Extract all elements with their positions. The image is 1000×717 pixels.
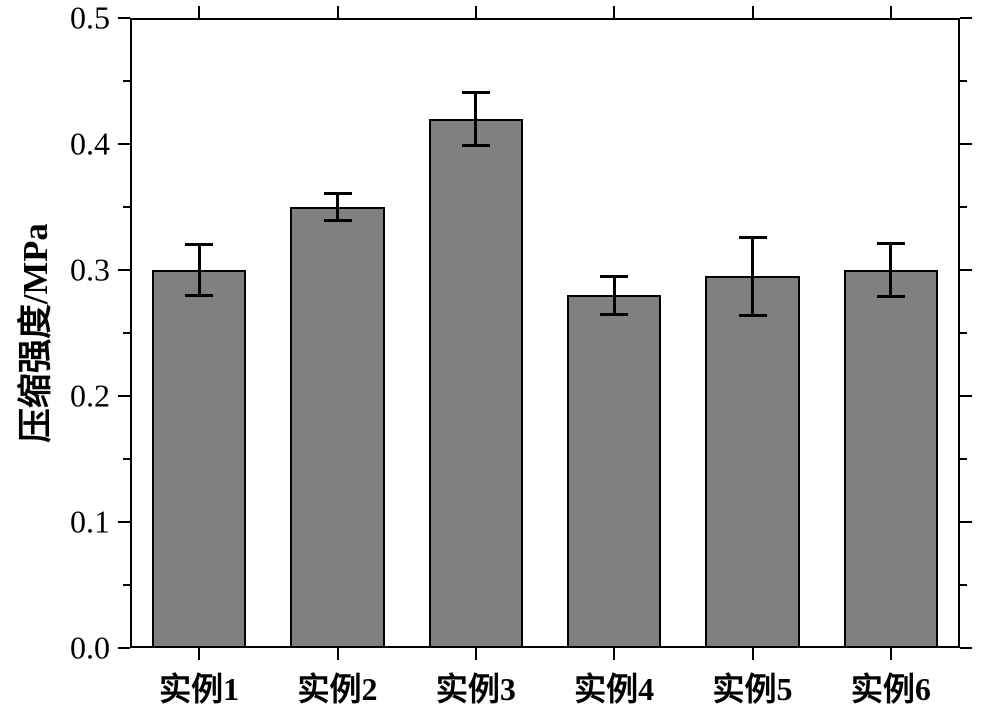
errorbar-line — [751, 237, 754, 315]
y-tick-label: 0.3 — [0, 252, 110, 289]
x-tick-top — [752, 6, 754, 18]
bar — [152, 270, 246, 648]
x-tick-top — [890, 6, 892, 18]
x-tick — [752, 648, 754, 660]
y-tick — [118, 143, 130, 145]
bar — [429, 119, 523, 648]
errorbar-cap-top — [877, 242, 905, 245]
errorbar-line — [613, 276, 616, 314]
y-tick — [118, 269, 130, 271]
errorbar-cap-top — [185, 243, 213, 246]
bar — [705, 276, 799, 648]
x-tick — [475, 648, 477, 660]
bar-chart: 压缩强度/MPa 0.00.10.20.30.40.5实例1实例2实例3实例4实… — [0, 0, 1000, 717]
y-tick-label: 0.5 — [0, 0, 110, 37]
errorbar-cap-top — [739, 236, 767, 239]
y-minor-tick — [123, 458, 130, 460]
y-minor-tick — [123, 206, 130, 208]
y-tick-label: 0.2 — [0, 378, 110, 415]
x-tick-top — [613, 6, 615, 18]
x-axis-line — [130, 646, 960, 648]
errorbar-cap-top — [324, 192, 352, 195]
y-minor-tick-right — [960, 458, 967, 460]
y-minor-tick-right — [960, 332, 967, 334]
x-tick — [198, 648, 200, 660]
y-axis-line — [130, 18, 132, 648]
errorbar-cap-bottom — [739, 314, 767, 317]
x-tick — [337, 648, 339, 660]
y-tick — [118, 521, 130, 523]
x-tick-label: 实例5 — [712, 664, 792, 710]
y-tick-right — [960, 647, 972, 649]
y-tick-right — [960, 143, 972, 145]
errorbar-line — [889, 244, 892, 297]
errorbar-cap-bottom — [462, 144, 490, 147]
errorbar-cap-bottom — [185, 294, 213, 297]
x-tick-label: 实例1 — [159, 664, 239, 710]
x-tick-label: 实例4 — [574, 664, 654, 710]
errorbar-cap-bottom — [877, 295, 905, 298]
y-minor-tick-right — [960, 80, 967, 82]
x-tick — [890, 648, 892, 660]
errorbar-cap-bottom — [324, 219, 352, 222]
y-minor-tick-right — [960, 206, 967, 208]
errorbar-cap-top — [462, 91, 490, 94]
y-tick-right — [960, 17, 972, 19]
y-tick — [118, 17, 130, 19]
errorbar-line — [198, 245, 201, 295]
y-tick-label: 0.0 — [0, 630, 110, 667]
bar — [844, 270, 938, 648]
y-tick-right — [960, 521, 972, 523]
y-minor-tick-right — [960, 584, 967, 586]
x-tick-top — [337, 6, 339, 18]
y-tick-label: 0.1 — [0, 504, 110, 541]
errorbar-line — [474, 92, 477, 145]
x-tick — [613, 648, 615, 660]
x-tick-top — [198, 6, 200, 18]
y-minor-tick — [123, 584, 130, 586]
plot-area — [130, 18, 960, 648]
y-minor-tick — [123, 80, 130, 82]
y-tick-right — [960, 395, 972, 397]
x-tick-top — [475, 6, 477, 18]
y-tick — [118, 395, 130, 397]
top-axis-line — [130, 18, 960, 20]
bar — [567, 295, 661, 648]
y-tick-label: 0.4 — [0, 126, 110, 163]
errorbar-cap-top — [600, 275, 628, 278]
y-minor-tick — [123, 332, 130, 334]
errorbar-cap-bottom — [600, 313, 628, 316]
y-tick — [118, 647, 130, 649]
x-tick-label: 实例3 — [436, 664, 516, 710]
errorbar-line — [336, 193, 339, 221]
x-tick-label: 实例6 — [851, 664, 931, 710]
x-tick-label: 实例2 — [297, 664, 377, 710]
y-tick-right — [960, 269, 972, 271]
bar — [290, 207, 384, 648]
